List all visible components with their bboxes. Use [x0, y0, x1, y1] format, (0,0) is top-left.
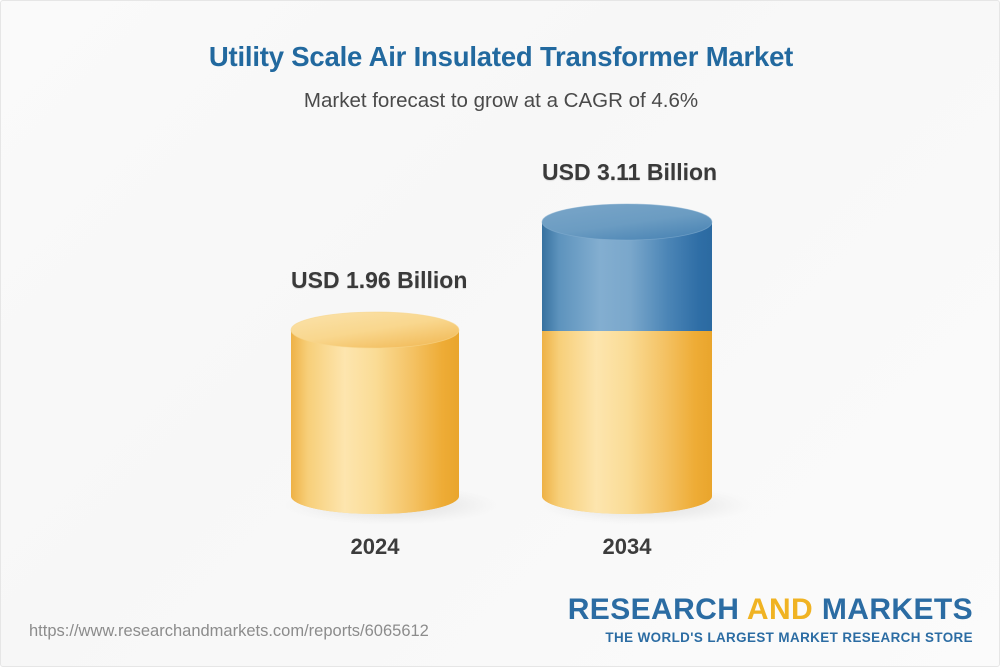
brand-name: RESEARCH AND MARKETS	[567, 592, 973, 626]
brand-logo: RESEARCH AND MARKETS THE WORLD'S LARGEST…	[567, 592, 973, 645]
chart-bar-2034	[537, 203, 753, 525]
brand-name-part2: MARKETS	[813, 592, 973, 626]
chart-subtitle: Market forecast to grow at a CAGR of 4.6…	[303, 88, 699, 112]
chart-bar-2024	[285, 311, 501, 525]
page-title: Utility Scale Air Insulated Transformer …	[208, 41, 794, 72]
bar-value-label-2024: USD 1.96 Billion	[291, 267, 468, 293]
brand-tagline: THE WORLD'S LARGEST MARKET RESEARCH STOR…	[605, 629, 973, 645]
category-label-2024: 2024	[350, 534, 400, 559]
brand-name-and: AND	[746, 592, 814, 626]
brand-name-part1: RESEARCH	[567, 592, 747, 626]
bar-value-label-2034: USD 3.11 Billion	[542, 159, 718, 185]
source-url[interactable]: https://www.researchandmarkets.com/repor…	[29, 622, 429, 640]
category-label-2034: 2034	[602, 534, 652, 559]
header: Utility Scale Air Insulated Transformer …	[1, 1, 999, 113]
